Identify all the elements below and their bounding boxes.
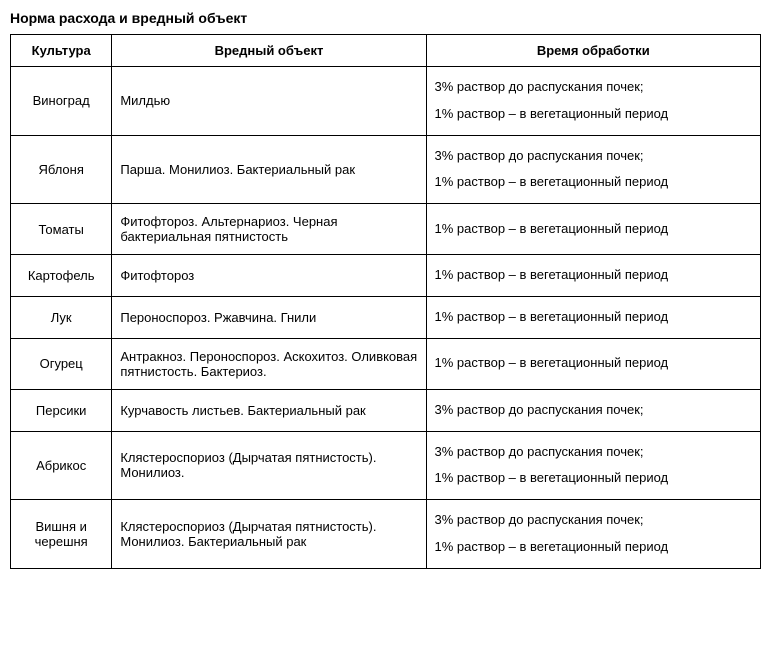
time-line: 3% раствор до распускания почек; [435,400,752,421]
cell-time: 3% раствор до распускания почек; 1% раств… [426,67,760,136]
cell-pest: Пероноспороз. Ржавчина. Гнили [112,296,426,338]
cell-pest: Клястероспориоз (Дырчатая пятнистость). … [112,431,426,500]
cell-time: 1% раствор – в вегетационный период [426,296,760,338]
header-pest: Вредный объект [112,35,426,67]
cell-pest: Фитофтороз [112,255,426,297]
cell-pest: Курчавость листьев. Бактериальный рак [112,389,426,431]
table-header-row: Культура Вредный объект Время обработки [11,35,761,67]
table-row: Вишня и черешняКлястероспориоз (Дырчатая… [11,500,761,569]
table-row: ОгурецАнтракноз. Пероноспороз. Аскохитоз… [11,338,761,389]
cell-time: 1% раствор – в вегетационный период [426,204,760,255]
cell-time: 3% раствор до распускания почек; 1% раств… [426,431,760,500]
page-title: Норма расхода и вредный объект [10,10,761,26]
rates-table: Культура Вредный объект Время обработки … [10,34,761,569]
cell-crop: Яблоня [11,135,112,204]
cell-crop: Лук [11,296,112,338]
time-line: 3% раствор до распускания почек; [435,442,752,463]
time-line: 1% раствор – в вегетационный период [435,172,752,193]
time-line: 1% раствор – в вегетационный период [435,265,752,286]
table-row: Абрикос Клястероспориоз (Дырчатая пятнис… [11,431,761,500]
table-body: ВиноградМилдью3% раствор до распускания … [11,67,761,569]
cell-crop: Картофель [11,255,112,297]
table-row: ВиноградМилдью3% раствор до распускания … [11,67,761,136]
cell-crop: Вишня и черешня [11,500,112,569]
time-line: 3% раствор до распускания почек; [435,510,752,531]
time-line: 1% раствор – в вегетационный период [435,468,752,489]
table-row: КартофельФитофтороз 1% раствор – в вегета… [11,255,761,297]
cell-pest: Парша. Монилиоз. Бактериальный рак [112,135,426,204]
cell-crop: Персики [11,389,112,431]
cell-time: 1% раствор – в вегетационный период [426,255,760,297]
table-row: ЯблоняПарша. Монилиоз. Бактериальный рак… [11,135,761,204]
time-line: 1% раствор – в вегетационный период [435,537,752,558]
time-line: 1% раствор – в вегетационный период [435,307,752,328]
table-row: ПерсикиКурчавость листьев. Бактериальный… [11,389,761,431]
cell-pest: Клястероспориоз (Дырчатая пятнистость). … [112,500,426,569]
cell-crop: Томаты [11,204,112,255]
cell-crop: Абрикос [11,431,112,500]
cell-time: 3% раствор до распускания почек; [426,389,760,431]
table-row: ЛукПероноспороз. Ржавчина. Гнили 1% раств… [11,296,761,338]
cell-crop: Огурец [11,338,112,389]
time-line: 1% раствор – в вегетационный период [435,219,752,240]
header-time: Время обработки [426,35,760,67]
cell-time: 1% раствор – в вегетационный период [426,338,760,389]
time-line: 1% раствор – в вегетационный период [435,104,752,125]
time-line: 3% раствор до распускания почек; [435,146,752,167]
cell-time: 3% раствор до распускания почек; 1% раств… [426,135,760,204]
cell-crop: Виноград [11,67,112,136]
time-line: 3% раствор до распускания почек; [435,77,752,98]
header-crop: Культура [11,35,112,67]
cell-pest: Милдью [112,67,426,136]
cell-pest: Антракноз. Пероноспороз. Аскохитоз. Олив… [112,338,426,389]
cell-pest: Фитофтороз. Альтернариоз. Черная бактери… [112,204,426,255]
table-row: ТоматыФитофтороз. Альтернариоз. Черная б… [11,204,761,255]
cell-time: 3% раствор до распускания почек; 1% раств… [426,500,760,569]
time-line: 1% раствор – в вегетационный период [435,353,752,374]
